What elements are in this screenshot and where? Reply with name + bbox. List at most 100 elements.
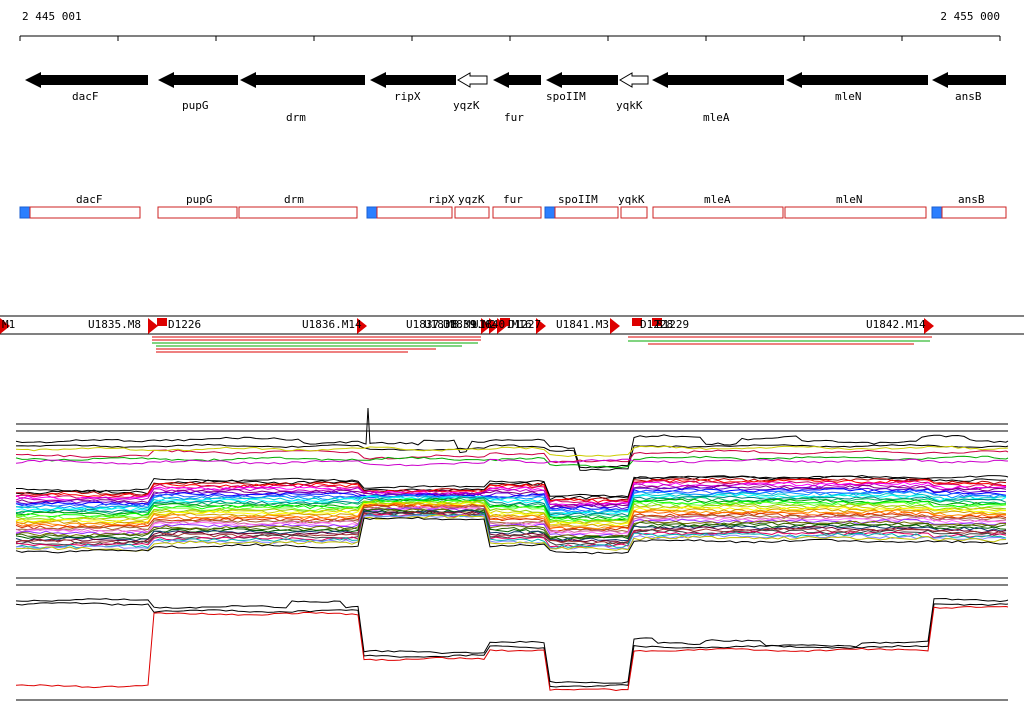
gene-box-rect bbox=[554, 206, 619, 219]
expression-plot bbox=[15, 407, 1009, 555]
gene-box-label: fur bbox=[503, 193, 523, 206]
probe-label-U1836.M14[interactable]: U1836.M14 bbox=[302, 318, 362, 331]
gene-box-start-marker bbox=[931, 206, 943, 219]
gene-box-drm[interactable]: drm bbox=[238, 193, 358, 219]
band-line bbox=[15, 503, 1007, 531]
probe-label-U1835.M8[interactable]: U1835.M8 bbox=[88, 318, 141, 331]
gene-box-fur[interactable]: fur bbox=[492, 193, 542, 219]
probe-arrow-marker bbox=[536, 318, 546, 334]
gene-box-pupG[interactable]: pupG bbox=[157, 193, 238, 219]
series-band-bottom-black bbox=[15, 516, 1009, 555]
probe-label-D1227[interactable]: D1227 bbox=[508, 318, 541, 331]
probe-label-U1842.M14[interactable]: U1842.M14 bbox=[866, 318, 926, 331]
gene-arrow-shape bbox=[493, 72, 541, 88]
gene-box-mleA[interactable]: mleA bbox=[652, 193, 784, 219]
gene-box-label: ansB bbox=[958, 193, 985, 206]
gene-box-label: dacF bbox=[76, 193, 103, 206]
gene-box-mleN[interactable]: mleN bbox=[784, 193, 927, 219]
gene-arrow-yqzK[interactable]: yqzK bbox=[453, 72, 488, 112]
gene-box-rect bbox=[238, 206, 358, 219]
gene-box-start-marker bbox=[544, 206, 556, 219]
gene-arrow-fur[interactable]: fur bbox=[493, 72, 541, 124]
probe-label-B1229[interactable]: B1229 bbox=[656, 318, 689, 331]
probe-square-marker bbox=[157, 318, 167, 326]
band-line bbox=[15, 499, 1007, 524]
series-upper-envelope-black bbox=[15, 407, 1009, 469]
gene-box-spoIIM[interactable]: spoIIM bbox=[544, 193, 619, 219]
band-line bbox=[15, 511, 1007, 547]
gene-box-track: dacF pupG drm ripX yqzK fur spoIIM yqkK mleA mleN… bbox=[19, 193, 1007, 219]
gene-arrow-label: ripX bbox=[394, 90, 421, 103]
probe-label-U1841.M3[interactable]: U1841.M3 bbox=[556, 318, 609, 331]
ruler-end-label: 2 455 000 bbox=[940, 10, 1000, 23]
band-line bbox=[15, 508, 1007, 539]
gene-arrow-drm[interactable]: drm bbox=[240, 72, 365, 124]
probe-square-marker bbox=[652, 318, 662, 326]
gene-arrow-shape bbox=[240, 72, 365, 88]
series-upper-magenta bbox=[15, 458, 1008, 467]
gene-arrow-spoIIM[interactable]: spoIIM bbox=[546, 72, 618, 103]
gene-box-label: ripX bbox=[428, 193, 455, 206]
gene-arrow-shape bbox=[652, 72, 784, 88]
gene-arrow-label: yqzK bbox=[453, 99, 480, 112]
band-line bbox=[15, 492, 1007, 515]
gene-box-ripX[interactable]: ripX bbox=[366, 193, 455, 219]
gene-arrow-pupG[interactable]: pupG bbox=[158, 72, 238, 112]
gene-box-dacF[interactable]: dacF bbox=[19, 193, 141, 219]
gene-arrow-yqkK[interactable]: yqkK bbox=[616, 72, 649, 112]
gene-arrow-shape bbox=[786, 72, 928, 88]
probe-arrow-marker bbox=[489, 318, 499, 334]
gene-arrow-mleN[interactable]: mleN bbox=[786, 72, 928, 103]
gene-box-yqzK[interactable]: yqzK bbox=[454, 193, 490, 219]
band-line bbox=[15, 498, 1007, 522]
series-upper-red bbox=[15, 449, 1009, 464]
probe-label-U1838.M9[interactable]: U1838.M9 bbox=[424, 318, 477, 331]
band-line bbox=[15, 499, 1007, 523]
probe-label-D1226[interactable]: D1226 bbox=[168, 318, 201, 331]
series-upper-black-2 bbox=[15, 443, 1009, 471]
probe-label-U1837.M8[interactable]: U1837.M8 bbox=[406, 318, 459, 331]
gene-arrow-label: yqkK bbox=[616, 99, 643, 112]
probe-label-U1839.M2[interactable]: U1839.M2 bbox=[443, 318, 496, 331]
band-line bbox=[15, 505, 1007, 535]
probe-arrow-marker bbox=[0, 318, 10, 334]
gene-box-ansB[interactable]: ansB bbox=[931, 193, 1007, 219]
band-line bbox=[15, 512, 1007, 549]
probe-arrow-marker bbox=[924, 318, 934, 334]
gene-arrow-track: dacF pupG drm ripX yqzK fur spoIIM yqkK mleA mleN… bbox=[25, 72, 1006, 124]
series-upper-yellow bbox=[15, 445, 1009, 458]
gene-arrow-ansB[interactable]: ansB bbox=[932, 72, 1006, 103]
ruler-start-label: 2 445 001 bbox=[22, 10, 82, 23]
band-line bbox=[15, 483, 1007, 508]
gene-arrow-shape-open bbox=[457, 72, 488, 88]
probe-label-U1840.M16[interactable]: U1840.M16 bbox=[472, 318, 532, 331]
series-lower-black-2 bbox=[15, 602, 1009, 688]
gene-box-label: spoIIM bbox=[558, 193, 598, 206]
coordinate-ruler: 2 445 001 2 455 000 bbox=[19, 10, 1001, 41]
probe-label-D1228[interactable]: D1228 bbox=[640, 318, 673, 331]
gene-box-label: mleA bbox=[704, 193, 731, 206]
gene-arrow-dacF[interactable]: dacF bbox=[25, 72, 148, 103]
gene-box-rect bbox=[492, 206, 542, 219]
probe-arrow-marker bbox=[610, 318, 620, 334]
gene-arrow-shape-open bbox=[619, 72, 649, 88]
probe-label-M1[interactable]: M1 bbox=[2, 318, 15, 331]
gene-arrow-ripX[interactable]: ripX bbox=[370, 72, 456, 103]
gene-box-rect bbox=[652, 206, 784, 219]
gene-arrow-shape bbox=[158, 72, 238, 88]
gene-arrow-label: drm bbox=[286, 111, 306, 124]
band-line bbox=[15, 493, 1007, 517]
gene-arrow-mleA[interactable]: mleA bbox=[652, 72, 784, 124]
gene-box-yqkK[interactable]: yqkK bbox=[618, 193, 648, 219]
gene-box-label: drm bbox=[284, 193, 304, 206]
gene-box-rect bbox=[784, 206, 927, 219]
gene-arrow-label: spoIIM bbox=[546, 90, 586, 103]
gene-arrow-label: pupG bbox=[182, 99, 209, 112]
band-line bbox=[15, 508, 1007, 541]
probe-square-marker bbox=[632, 318, 642, 326]
probe-arrow-marker bbox=[357, 318, 367, 334]
gene-arrow-label: ansB bbox=[955, 90, 982, 103]
band-line bbox=[15, 504, 1007, 532]
series-lower-red bbox=[15, 605, 1009, 692]
